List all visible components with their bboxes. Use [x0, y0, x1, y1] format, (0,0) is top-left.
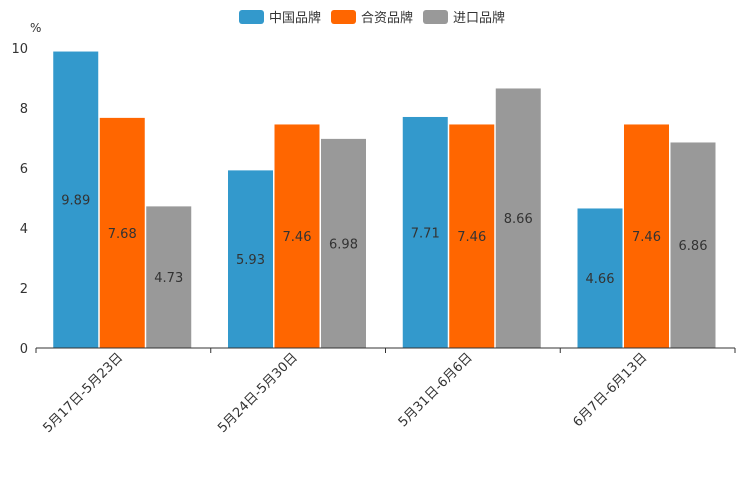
bar-s1-c1 [274, 123, 320, 349]
bar-s2-c0 [145, 205, 192, 349]
legend-label-china: 中国品牌 [268, 11, 321, 26]
data-label-s1-c0: 7.68 [108, 227, 137, 242]
data-label-s2-c2: 8.66 [504, 212, 533, 227]
x-tick-label-1: 5月24日-5月30日 [215, 350, 301, 436]
data-label-s0-c1: 5.93 [236, 253, 265, 268]
y-tick-label-0: 0 [20, 342, 28, 357]
bar-s2-c1 [320, 138, 367, 349]
data-label-s2-c1: 6.98 [329, 237, 358, 252]
bar-s0-c3 [577, 207, 623, 349]
y-tick-label-5: 10 [11, 42, 28, 57]
data-label-s0-c3: 4.66 [586, 272, 615, 287]
y-tick-label-3: 6 [20, 162, 28, 177]
bar-s1-c0 [99, 117, 146, 349]
data-label-s2-c0: 4.73 [154, 271, 183, 286]
bar-s2-c3 [670, 141, 716, 349]
bar-s0-c0 [52, 51, 99, 349]
legend-swatch-china [238, 9, 264, 24]
data-label-s0-c0: 9.89 [61, 194, 90, 209]
bar-s1-c3 [623, 123, 670, 349]
y-tick-label-4: 8 [20, 102, 28, 117]
legend-item-joint-venture[interactable]: 合资品牌 [330, 7, 413, 26]
legend-item-import[interactable]: 进口品牌 [423, 7, 505, 26]
legend: 中国品牌 合资品牌 进口品牌 [0, 7, 744, 26]
y-axis-unit: % [30, 21, 42, 35]
bar-s0-c2 [402, 116, 449, 349]
x-tick-label-2: 5月31日-6月6日 [396, 350, 476, 430]
legend-item-china[interactable]: 中国品牌 [238, 7, 321, 26]
bar-s2-c2 [495, 87, 542, 349]
legend-swatch-import [423, 9, 448, 24]
data-label-s1-c3: 7.46 [632, 230, 661, 245]
y-tick-label-1: 2 [20, 282, 28, 297]
data-label-s2-c3: 6.86 [679, 239, 708, 254]
legend-swatch-joint-venture [330, 9, 356, 24]
x-tick-label-3: 6月7日-6月13日 [571, 350, 651, 430]
data-label-s0-c2: 7.71 [411, 226, 440, 241]
y-tick-label-2: 4 [20, 222, 28, 237]
x-tick-label-0: 5月17日-5月23日 [40, 350, 126, 436]
data-label-s1-c1: 7.46 [283, 230, 312, 245]
bar-s0-c1 [227, 169, 274, 349]
legend-label-import: 进口品牌 [453, 11, 506, 26]
data-label-s1-c2: 7.46 [457, 230, 486, 245]
legend-label-joint-venture: 合资品牌 [360, 11, 413, 26]
